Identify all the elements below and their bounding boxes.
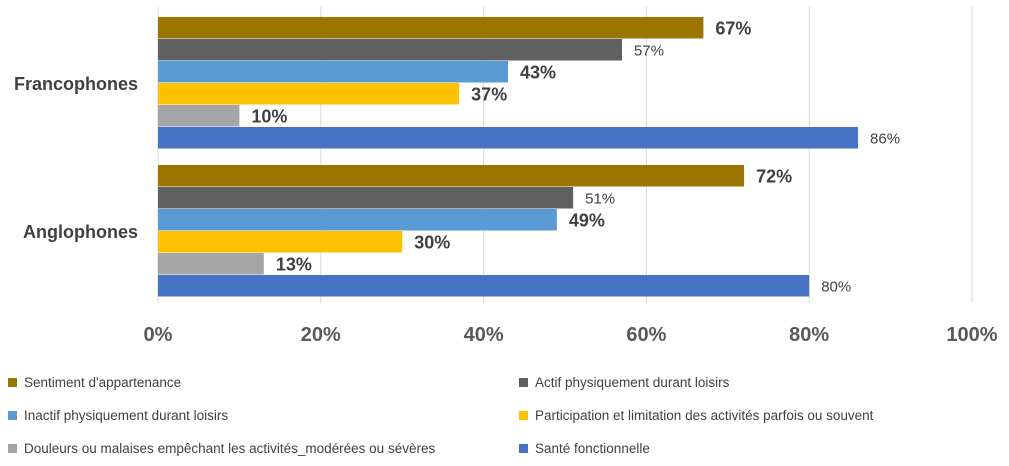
bar (158, 187, 574, 209)
data-label: 37% (471, 84, 507, 104)
data-label: 72% (756, 166, 792, 186)
data-label: 80% (821, 278, 851, 295)
bar (158, 231, 403, 253)
x-tick-label: 100% (946, 324, 997, 346)
bar (158, 127, 859, 149)
x-tick-label: 0% (144, 324, 173, 346)
bar (158, 253, 264, 275)
bar (158, 105, 240, 127)
data-label: 10% (251, 106, 287, 126)
data-label: 86% (870, 130, 900, 147)
x-tick-label: 80% (789, 324, 829, 346)
bar (158, 165, 745, 187)
data-label: 43% (520, 62, 556, 82)
data-label: 51% (585, 190, 615, 207)
category-label: Anglophones (23, 222, 138, 242)
data-label: 30% (414, 232, 450, 252)
axes: 0% 20% 40% 60% 80% 100% Francophones Anglophone… (14, 74, 998, 346)
data-labels: 67% 57% 43% 37% 10% 86% 72% 51% 49% 30% 13% 80% (251, 18, 900, 295)
data-label: 67% (715, 18, 751, 38)
bar (158, 61, 509, 83)
data-label: 13% (276, 254, 312, 274)
x-tick-label: 40% (464, 324, 504, 346)
data-label: 49% (569, 210, 605, 230)
bars (158, 17, 859, 297)
bar (158, 17, 704, 39)
data-label: 57% (634, 42, 664, 59)
bar (158, 209, 557, 231)
bar (158, 83, 460, 105)
x-tick-label: 20% (301, 324, 341, 346)
bar (158, 275, 810, 297)
category-label: Francophones (14, 74, 138, 94)
x-tick-label: 60% (626, 324, 666, 346)
bar (158, 39, 622, 61)
